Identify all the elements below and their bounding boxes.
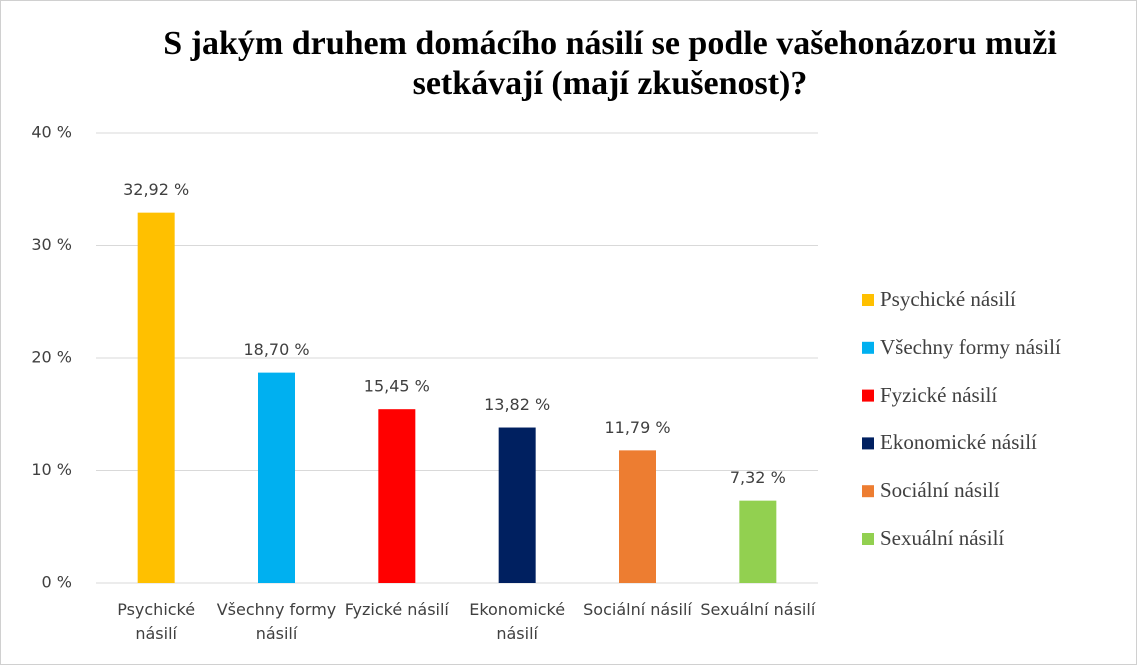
- legend-label: Sociální násilí: [880, 478, 1000, 503]
- legend-swatch: [862, 437, 874, 450]
- legend-swatch: [862, 485, 874, 498]
- legend-swatch: [862, 294, 874, 306]
- x-tick-label: Všechny formy násilí: [216, 600, 337, 643]
- value-label: 32,92 %: [123, 180, 189, 199]
- x-tick-label: Ekonomické násilí: [469, 600, 566, 643]
- y-tick-label: 40 %: [31, 123, 72, 142]
- value-label: 18,70 %: [243, 340, 309, 359]
- value-label: 11,79 %: [604, 418, 670, 437]
- chart-title: S jakým druhem domácího násilí se podle …: [163, 25, 1057, 102]
- x-tick-label: Psychické násilí: [117, 600, 196, 643]
- x-tick-label: Sociální násilí: [583, 600, 692, 619]
- y-tick-label: 0 %: [42, 573, 72, 592]
- x-tick-label: Fyzické násilí: [344, 600, 449, 619]
- y-tick-label: 30 %: [31, 235, 72, 254]
- bar: [378, 409, 416, 583]
- legend-label: Všechny formy násilí: [880, 334, 1061, 359]
- bar: [137, 212, 175, 583]
- legend-swatch: [862, 533, 874, 545]
- bar: [739, 500, 777, 583]
- y-tick-label: 20 %: [31, 348, 72, 367]
- legend-label: Ekonomické násilí: [880, 430, 1037, 455]
- legend-label: Sexuální násilí: [880, 526, 1005, 550]
- bar: [619, 450, 656, 583]
- y-tick-label: 10 %: [31, 460, 72, 479]
- value-label: 13,82 %: [484, 395, 550, 414]
- bar: [498, 427, 536, 583]
- x-tick-label: Sexuální násilí: [700, 600, 816, 619]
- legend-label: Fyzické násilí: [880, 382, 998, 407]
- value-label: 7,32 %: [730, 468, 786, 487]
- legend-swatch: [862, 341, 874, 354]
- value-label: 15,45 %: [364, 377, 430, 396]
- bar: [258, 372, 295, 583]
- legend-label: Psychické násilí: [880, 287, 1016, 311]
- legend-swatch: [862, 389, 874, 402]
